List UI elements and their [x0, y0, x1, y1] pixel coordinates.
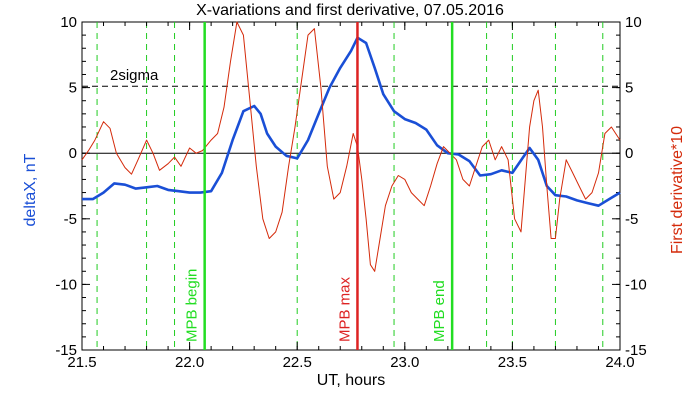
plot-frame	[81, 21, 621, 351]
x-tick-label: 21.5	[67, 354, 96, 371]
deltax-series-line	[82, 36, 621, 207]
y-tick-label-right: -5	[625, 211, 638, 228]
chart-title: X-variations and first derivative, 07.05…	[196, 2, 504, 19]
mpb-marker-label: MPB begin	[184, 269, 201, 342]
y-tick-label-right: 0	[625, 145, 633, 162]
y-tick-label-left: 10	[60, 14, 77, 31]
y-tick-label-left: -10	[55, 276, 77, 293]
y-tick-label-right: 10	[625, 14, 642, 31]
threshold-label: 2sigma	[110, 67, 159, 84]
x-tick-label: 22.5	[283, 354, 312, 371]
mpb-marker-label: MPB end	[431, 280, 448, 342]
y-tick-label-right: -10	[625, 276, 647, 293]
x-tick-label: 24.0	[605, 354, 634, 371]
x-axis-label: UT, hours	[317, 372, 385, 389]
y-tick-label-left: -5	[64, 211, 77, 228]
mpb-marker-label: MPB max	[336, 276, 353, 342]
derivative-series-line	[81, 21, 621, 272]
y-tick-label-left: 5	[69, 80, 77, 97]
plot-layer: 21.5 22.0 22.5 23.0 23.5 24.0-15 -15-10 -10-5 -5…	[55, 14, 646, 371]
x-tick-label: 23.0	[390, 354, 419, 371]
y-tick-label-right: 5	[625, 80, 633, 97]
y-tick-label-right: -15	[625, 342, 647, 359]
y-axis-label-left: deltaX, nT	[22, 153, 39, 226]
x-tick-label: 22.0	[175, 354, 204, 371]
x-tick-label: 23.5	[498, 354, 527, 371]
y-axis-label-right: First derivative*10	[669, 126, 686, 254]
y-tick-label-left: -15	[55, 342, 77, 359]
y-tick-label-left: 0	[69, 145, 77, 162]
